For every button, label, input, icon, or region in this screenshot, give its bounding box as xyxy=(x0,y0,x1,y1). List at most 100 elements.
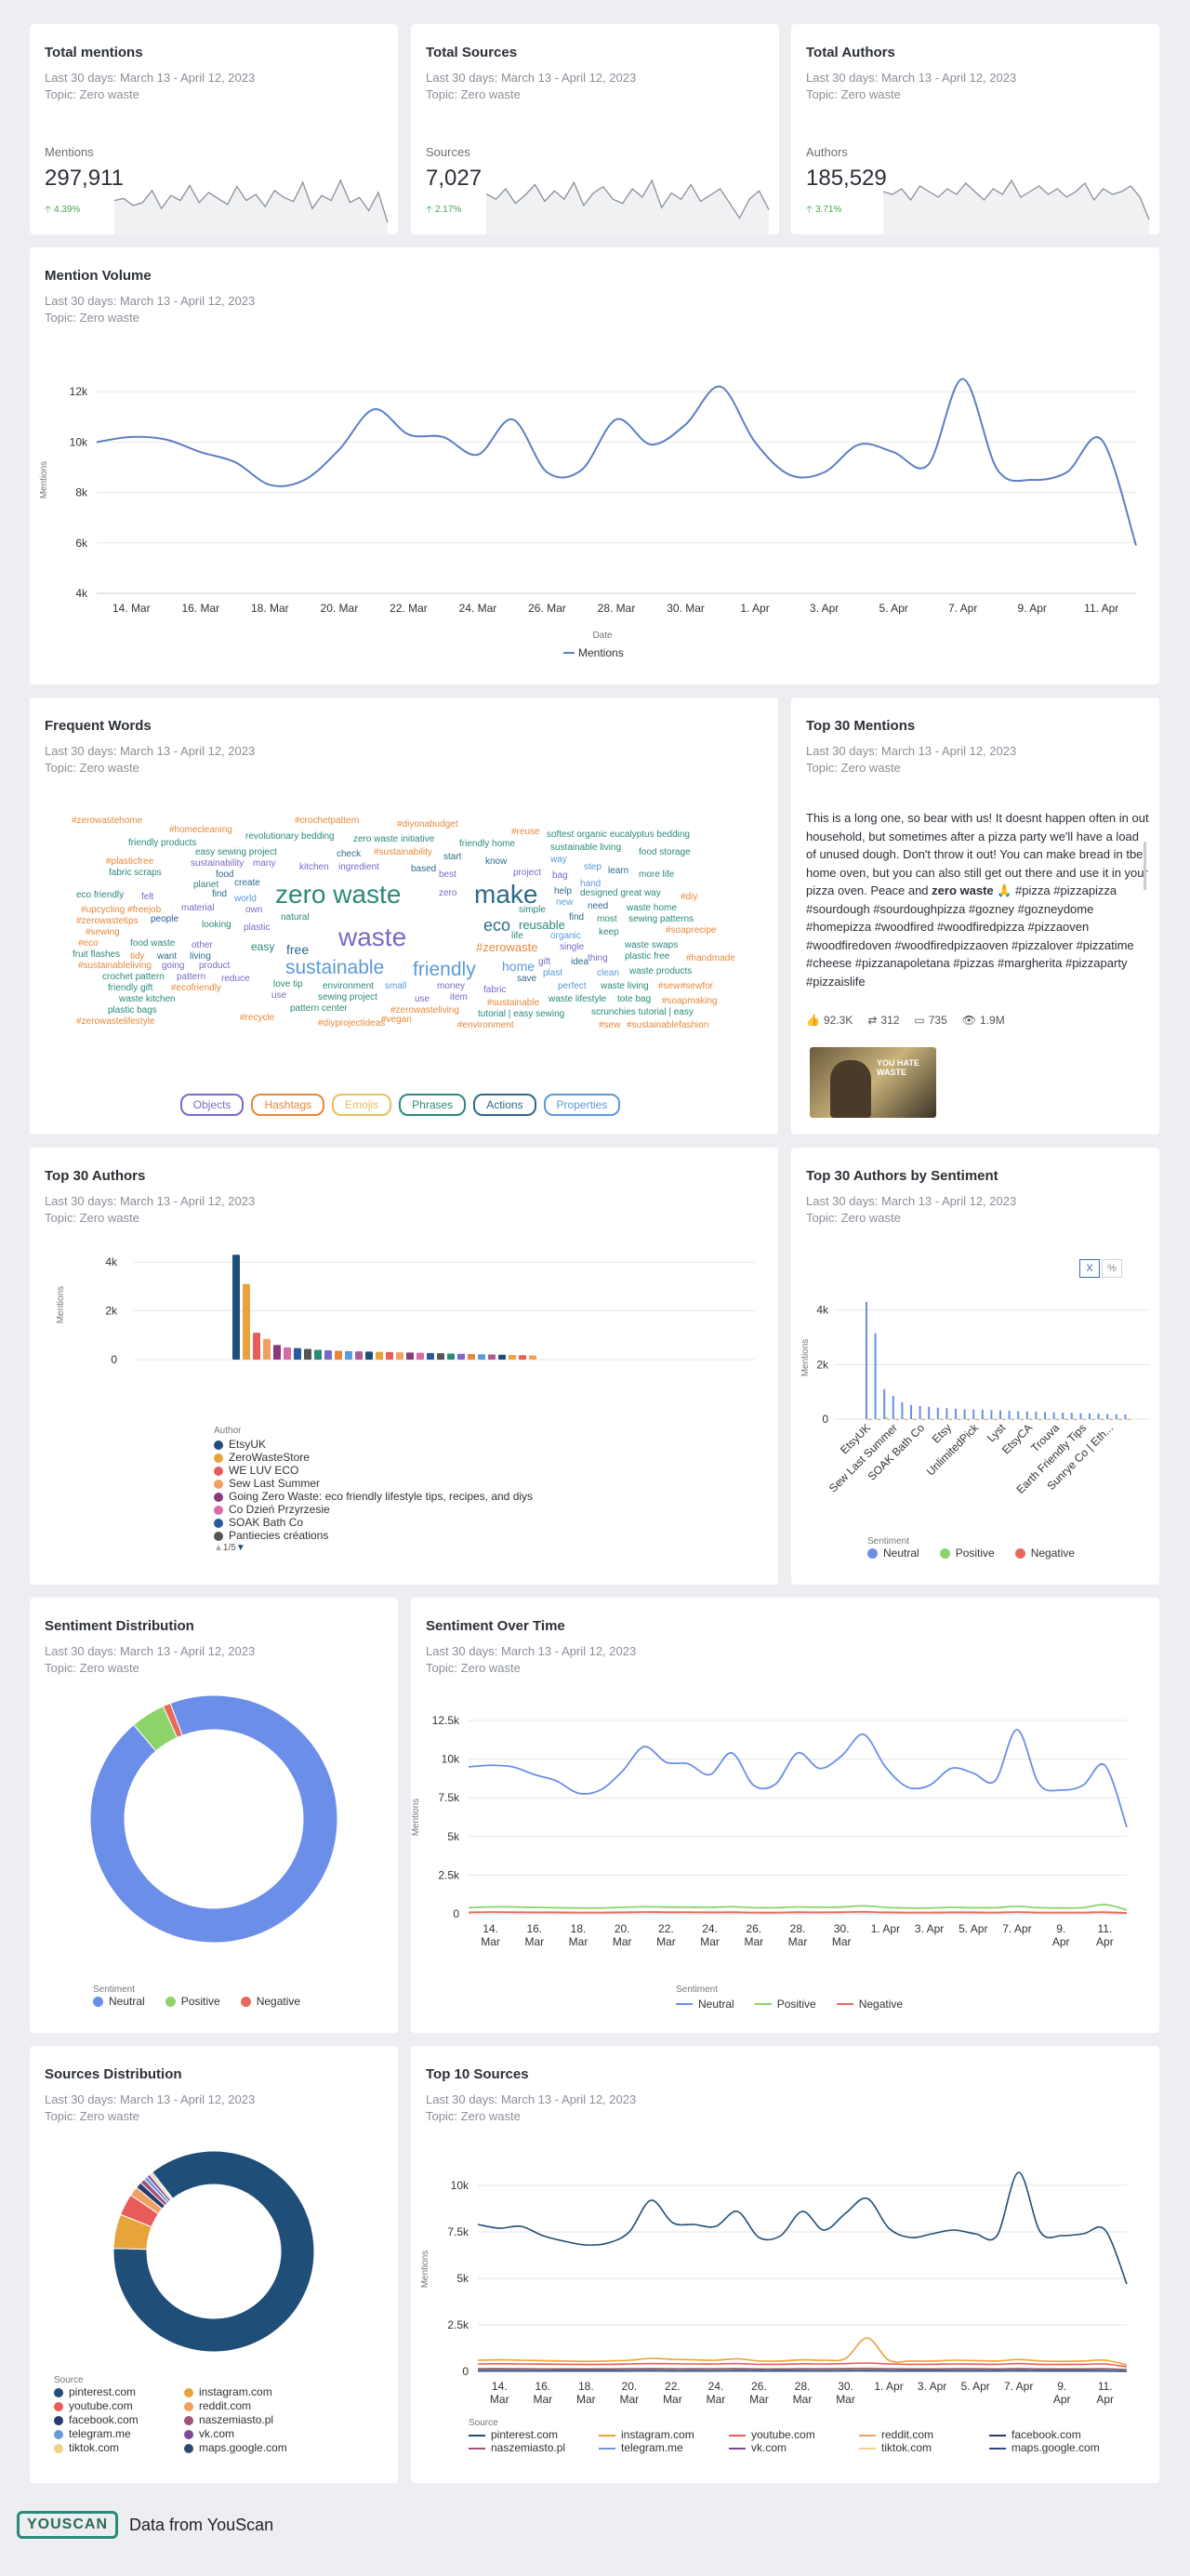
word[interactable]: easy xyxy=(251,940,275,953)
word[interactable]: tidy xyxy=(130,951,145,962)
word[interactable]: #sustainable xyxy=(487,998,540,1008)
word[interactable]: sewing project xyxy=(318,992,377,1003)
word[interactable]: sustainable xyxy=(285,957,385,978)
word[interactable]: product xyxy=(199,961,231,971)
word[interactable]: #zerowastehome xyxy=(72,816,143,826)
word[interactable]: felt xyxy=(141,892,154,902)
word[interactable]: friendly home xyxy=(459,839,516,849)
legend-item[interactable]: Positive xyxy=(165,1995,220,2008)
word[interactable]: idea xyxy=(571,957,588,967)
word[interactable]: hand xyxy=(580,879,602,889)
legend-item[interactable]: Sew Last Summer xyxy=(214,1477,533,1490)
pill-properties[interactable]: Properties xyxy=(543,1094,621,1116)
legend-item[interactable]: telegram.me xyxy=(54,2427,184,2440)
word[interactable]: #sewing xyxy=(86,927,120,937)
word[interactable]: #soapmaking xyxy=(662,996,718,1006)
word[interactable]: #sewfor xyxy=(681,981,714,991)
legend-item[interactable]: youtube.com xyxy=(729,2428,859,2441)
word[interactable]: food storage xyxy=(639,847,691,857)
word[interactable]: project xyxy=(513,868,542,878)
word[interactable]: many xyxy=(253,858,276,869)
word[interactable]: food xyxy=(216,870,234,880)
word[interactable]: single xyxy=(560,942,585,952)
word[interactable]: waste swaps xyxy=(625,940,679,950)
word[interactable]: use xyxy=(415,994,430,1004)
word[interactable]: sustainability xyxy=(191,858,245,869)
word[interactable]: gift xyxy=(538,957,551,967)
legend-item[interactable]: ZeroWasteStore xyxy=(214,1451,533,1464)
word[interactable]: ingredient xyxy=(338,862,379,872)
word[interactable]: clean xyxy=(597,968,619,978)
legend-item[interactable]: Negative xyxy=(836,1998,903,2011)
legend-item[interactable]: vk.com xyxy=(729,2441,859,2454)
word[interactable]: #ecofriendly xyxy=(171,983,221,993)
word[interactable]: use xyxy=(271,990,287,1001)
legend-item[interactable]: WE LUV ECO xyxy=(214,1464,533,1477)
word[interactable]: other xyxy=(192,940,213,950)
word[interactable]: tutorial | easy sewing xyxy=(478,1009,565,1019)
word[interactable]: sewing patterns xyxy=(628,914,694,924)
word[interactable]: create xyxy=(234,878,260,888)
legend-item[interactable]: youtube.com xyxy=(54,2399,184,2412)
legend-item[interactable]: telegram.me xyxy=(599,2441,729,2454)
word[interactable]: eco friendly xyxy=(76,890,125,900)
word[interactable]: #sustainability xyxy=(374,847,432,857)
word[interactable]: #environment xyxy=(457,1020,514,1030)
word[interactable]: scrunchies tutorial | easy xyxy=(591,1007,694,1017)
pill-objects[interactable]: Objects xyxy=(179,1094,245,1116)
word[interactable]: #zerowastelifestyle xyxy=(76,1016,155,1027)
word[interactable]: check xyxy=(337,849,362,859)
word[interactable]: crochet pattern xyxy=(102,972,165,982)
legend-item[interactable]: vk.com xyxy=(184,2427,333,2440)
legend-item[interactable]: Positive xyxy=(939,1547,995,1560)
legend-item[interactable]: pinterest.com xyxy=(54,2385,184,2398)
word[interactable]: best xyxy=(439,870,456,880)
pill-actions[interactable]: Actions xyxy=(473,1094,536,1116)
word[interactable]: revolutionary bedding xyxy=(245,831,335,842)
word[interactable]: fabric xyxy=(483,985,507,995)
word[interactable]: new xyxy=(556,897,574,908)
absolute-toggle[interactable]: X xyxy=(1079,1259,1100,1278)
word[interactable]: waste xyxy=(338,923,407,951)
word[interactable]: world xyxy=(234,894,257,904)
word[interactable]: organic xyxy=(550,931,581,941)
word[interactable]: learn xyxy=(608,866,629,876)
word[interactable]: reduce xyxy=(221,974,250,984)
percent-toggle[interactable]: % xyxy=(1102,1259,1122,1278)
word[interactable]: keep xyxy=(599,927,619,937)
word[interactable]: friendly gift xyxy=(108,983,153,993)
word[interactable]: step xyxy=(584,862,602,872)
legend-item[interactable]: Pantiecies créations xyxy=(214,1529,533,1542)
word[interactable]: #zerowasteliving xyxy=(390,1005,459,1016)
word[interactable]: plastic free xyxy=(625,951,670,962)
word[interactable]: plast xyxy=(543,968,563,978)
word[interactable]: #sew xyxy=(658,981,681,991)
word[interactable]: eco xyxy=(483,916,511,935)
word[interactable]: #zerowaste xyxy=(476,940,538,954)
word[interactable]: find xyxy=(569,912,585,923)
word[interactable]: #upcycling #freejob xyxy=(81,905,162,915)
legend-item[interactable]: facebook.com xyxy=(54,2413,184,2426)
word[interactable]: #recycle xyxy=(240,1013,275,1023)
pager-up-icon[interactable]: ▲ xyxy=(214,1543,223,1553)
word[interactable]: #plasticfree xyxy=(106,856,154,867)
word[interactable]: #diyonabudget xyxy=(397,819,458,830)
legend-item[interactable]: Co Dzień Przyrzesie xyxy=(214,1503,533,1516)
word[interactable]: softest organic eucalyptus bedding xyxy=(547,830,690,840)
word[interactable]: #crochetpattern xyxy=(295,816,360,826)
word[interactable]: small xyxy=(385,981,407,991)
word[interactable]: friendly xyxy=(413,959,476,980)
word[interactable]: waste home xyxy=(627,903,677,913)
word[interactable]: find xyxy=(212,889,228,899)
legend-pager[interactable]: ▲1/5▼ xyxy=(214,1542,533,1555)
word[interactable]: kitchen xyxy=(299,862,329,872)
word[interactable]: #diyprojectideas xyxy=(318,1018,386,1029)
word[interactable]: need xyxy=(588,901,609,911)
legend-item[interactable]: naszemiasto.pl xyxy=(184,2413,333,2426)
pill-phrases[interactable]: Phrases xyxy=(399,1094,467,1116)
word[interactable]: tote bag xyxy=(617,994,652,1004)
word[interactable]: going xyxy=(162,961,185,971)
word[interactable]: zero xyxy=(439,888,457,898)
word[interactable]: way xyxy=(550,855,567,865)
word[interactable]: waste lifestyle xyxy=(549,994,607,1004)
